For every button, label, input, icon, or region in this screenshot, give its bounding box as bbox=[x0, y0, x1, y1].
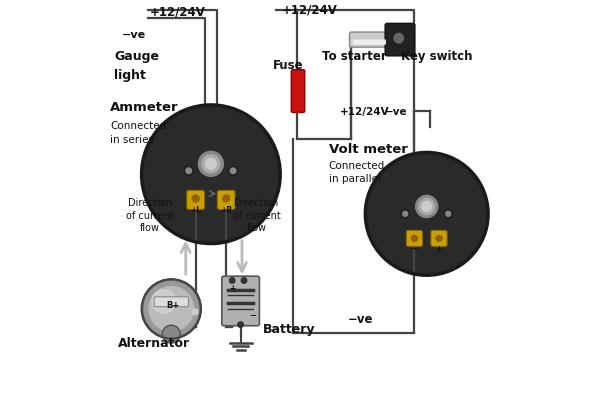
Circle shape bbox=[192, 195, 199, 202]
Circle shape bbox=[164, 127, 258, 221]
Text: of current: of current bbox=[233, 211, 280, 221]
Circle shape bbox=[149, 287, 194, 331]
Text: Gauge: Gauge bbox=[114, 50, 159, 63]
Text: −: − bbox=[411, 245, 418, 253]
Text: Battery: Battery bbox=[262, 323, 315, 336]
Text: +: + bbox=[229, 284, 235, 293]
Circle shape bbox=[367, 154, 486, 273]
Text: B+: B+ bbox=[166, 301, 179, 310]
Circle shape bbox=[412, 235, 418, 242]
FancyBboxPatch shape bbox=[349, 32, 389, 47]
Text: −ve: −ve bbox=[385, 107, 408, 117]
Circle shape bbox=[385, 172, 469, 255]
Circle shape bbox=[223, 195, 230, 202]
FancyBboxPatch shape bbox=[431, 230, 447, 246]
Circle shape bbox=[192, 309, 198, 315]
Text: −ve: −ve bbox=[122, 30, 146, 40]
Text: flow: flow bbox=[140, 223, 160, 233]
Circle shape bbox=[228, 166, 238, 176]
Circle shape bbox=[184, 166, 194, 176]
FancyBboxPatch shape bbox=[291, 70, 305, 112]
Circle shape bbox=[422, 202, 431, 211]
FancyBboxPatch shape bbox=[385, 23, 415, 56]
Text: Connected: Connected bbox=[110, 121, 166, 131]
Circle shape bbox=[419, 198, 434, 215]
FancyBboxPatch shape bbox=[222, 276, 259, 326]
Text: Alternator: Alternator bbox=[118, 337, 190, 350]
Text: in series: in series bbox=[110, 135, 154, 145]
Text: +12/24V: +12/24V bbox=[282, 3, 338, 16]
Circle shape bbox=[202, 155, 220, 173]
Circle shape bbox=[144, 282, 199, 336]
Text: Connected: Connected bbox=[329, 161, 385, 171]
Circle shape bbox=[142, 279, 201, 339]
Text: +: + bbox=[436, 245, 442, 253]
Circle shape bbox=[393, 180, 460, 248]
Text: To starter: To starter bbox=[322, 50, 386, 63]
FancyBboxPatch shape bbox=[217, 190, 235, 209]
Circle shape bbox=[155, 119, 266, 230]
FancyBboxPatch shape bbox=[406, 230, 422, 246]
Text: Direction: Direction bbox=[235, 198, 278, 208]
Text: flow: flow bbox=[247, 223, 266, 233]
Circle shape bbox=[238, 322, 244, 327]
Text: +L: +L bbox=[190, 206, 201, 215]
FancyBboxPatch shape bbox=[353, 40, 386, 45]
Text: of current: of current bbox=[127, 211, 174, 221]
Text: −: − bbox=[249, 311, 256, 320]
Text: Volt meter: Volt meter bbox=[329, 143, 407, 156]
Circle shape bbox=[229, 278, 235, 283]
Text: +12/24V: +12/24V bbox=[340, 107, 389, 117]
Circle shape bbox=[444, 209, 452, 218]
Circle shape bbox=[173, 136, 249, 212]
Text: light: light bbox=[114, 69, 146, 82]
Circle shape bbox=[394, 33, 403, 43]
Circle shape bbox=[377, 165, 476, 263]
Text: Ammeter: Ammeter bbox=[110, 101, 179, 114]
Circle shape bbox=[365, 152, 488, 275]
Circle shape bbox=[403, 211, 407, 216]
Circle shape bbox=[241, 278, 247, 283]
Circle shape bbox=[446, 211, 451, 216]
Text: Key switch: Key switch bbox=[401, 50, 472, 63]
Text: Direction: Direction bbox=[128, 198, 172, 208]
Text: in parallel: in parallel bbox=[329, 174, 380, 184]
Circle shape bbox=[143, 107, 278, 242]
Text: −ve: −ve bbox=[347, 313, 373, 326]
FancyBboxPatch shape bbox=[187, 190, 205, 209]
Circle shape bbox=[373, 160, 481, 268]
FancyBboxPatch shape bbox=[154, 297, 188, 307]
Circle shape bbox=[205, 158, 217, 169]
Circle shape bbox=[186, 168, 191, 173]
Circle shape bbox=[163, 325, 180, 343]
Text: +12/24V: +12/24V bbox=[149, 6, 205, 19]
Circle shape bbox=[401, 209, 410, 218]
Circle shape bbox=[436, 235, 442, 242]
Circle shape bbox=[199, 151, 223, 176]
Circle shape bbox=[230, 168, 236, 173]
Text: +B: +B bbox=[220, 206, 232, 215]
Text: Fuse: Fuse bbox=[273, 59, 304, 72]
Circle shape bbox=[142, 105, 280, 244]
Circle shape bbox=[150, 113, 272, 235]
Circle shape bbox=[152, 289, 176, 313]
Circle shape bbox=[416, 196, 438, 217]
